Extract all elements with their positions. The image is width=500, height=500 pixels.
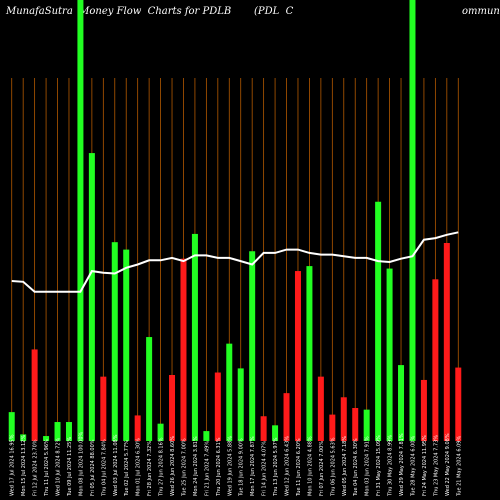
x-tick-label: Wed 10 Jul 2024 8.72%: [56, 437, 62, 496]
money-flow-bar: [123, 249, 130, 441]
x-tick-label: Fri 12 Jul 2024 23.70%: [33, 439, 39, 496]
money-flow-bar: [31, 349, 38, 441]
x-tick-label: Thu 06 Jun 2024 5.63%: [330, 437, 336, 497]
chart-title-left: MunafaSutra Money Flow Charts for PDLB: [6, 6, 232, 17]
money-flow-bar: [8, 412, 15, 441]
money-flow-bar: [191, 233, 198, 441]
x-tick-label: Fri 07 Jun 2024 7.00%: [319, 441, 325, 496]
money-flow-bar: [169, 375, 176, 441]
money-flow-bar: [77, 0, 84, 441]
money-flow-bar: [375, 201, 382, 441]
price-trend-line: [11, 231, 459, 293]
money-flow-bar: [157, 423, 164, 441]
x-tick-label: Tue 02 Jul 2024 5.77%: [124, 440, 130, 497]
money-flow-bar: [65, 422, 72, 441]
money-flow-bar: [260, 416, 267, 441]
money-flow-bar: [134, 415, 141, 441]
money-flow-bar: [43, 436, 50, 441]
x-tick-label: Wed 19 Jun 2024 5.88%: [227, 436, 233, 496]
x-tick-label: Fri 28 Jun 2024 7.32%: [147, 441, 153, 496]
money-flow-bar: [20, 434, 27, 441]
x-tick-label: Tue 18 Jun 2024 9.00%: [239, 438, 245, 497]
money-flow-bar: [283, 393, 290, 441]
money-flow-bar: [432, 279, 439, 441]
x-tick-label: Mon 01 Jul 2024 6.30%: [136, 438, 142, 496]
x-tick-label: Mon 03 Jun 2024 7.91%: [365, 436, 371, 496]
x-tick-label: Thu 13 Jun 2024 5.97%: [273, 437, 279, 497]
x-tick-label: Tue 11 Jun 2024 6.20%: [296, 438, 302, 497]
x-tick-label: Tue 04 Jun 2024 6.30%: [353, 438, 359, 497]
money-flow-bar: [363, 409, 370, 441]
money-flow-bar: [306, 266, 313, 441]
money-flow-bar: [180, 258, 187, 441]
money-flow-bar: [340, 397, 347, 441]
x-tick-label: Wed 05 Jun 2024 7.18%: [342, 436, 348, 496]
money-flow-bar: [352, 408, 359, 441]
x-tick-label: Wed 29 May 2024 7.81%: [399, 433, 405, 496]
money-flow-bar: [317, 376, 324, 441]
x-tick-label: Tue 25 Jun 2024 7.00%: [182, 438, 188, 497]
money-flow-bar: [329, 414, 336, 441]
money-flow-bar: [214, 372, 221, 441]
chart-title-right: ommun: [462, 6, 500, 17]
x-tick-label: Mon 10 Jun 2024 4.88%: [307, 436, 313, 496]
money-flow-bar: [249, 251, 256, 441]
x-tick-label: Fri 21 Jun 2024 7.49%: [204, 441, 210, 496]
x-tick-label: Tue 28 May 2024 6.00%: [411, 436, 417, 497]
money-flow-bar: [443, 243, 450, 441]
money-flow-bar: [226, 343, 233, 441]
x-tick-label: Thu 20 Jun 2024 6.31%: [216, 437, 222, 497]
x-tick-label: Wed 26 Jun 2024 8.60%: [170, 436, 176, 496]
x-tick-label: Fri 24 May 2024 11.95%: [422, 435, 428, 496]
x-tick-label: Mon 08 Jul 2024 100.00%: [78, 431, 84, 496]
money-flow-bar: [111, 242, 118, 441]
money-flow-bar: [386, 268, 393, 441]
x-tick-label: Thu 30 May 2024 8.99%: [388, 435, 394, 497]
money-flow-bar: [420, 379, 427, 441]
x-tick-label: Fri 31 May 2024 15.09%: [376, 435, 382, 496]
x-tick-label: Wed 22 May 2024 9.08%: [445, 433, 451, 496]
money-flow-bar: [54, 422, 61, 441]
x-tick-label: Wed 03 Jul 2024 11.08%: [113, 434, 119, 496]
money-flow-bar: [146, 337, 153, 441]
x-tick-label: Mon 17 Jun 2024 7.87%: [250, 436, 256, 496]
money-flow-bar: [100, 376, 107, 441]
money-flow-bar: [409, 0, 416, 441]
x-tick-label: Wed 12 Jun 2024 6.43%: [285, 436, 291, 496]
x-tick-label: Mon 15 Jul 2024 13.12%: [21, 435, 27, 496]
x-tick-label: Mon 24 Jun 2024 3.81%: [193, 436, 199, 496]
money-flow-bar: [294, 271, 301, 441]
money-flow-bar: [455, 367, 462, 441]
money-flow-bar: [398, 365, 405, 441]
money-flow-bar: [237, 368, 244, 441]
x-tick-label: Fri 05 Jul 2024 88.00%: [90, 439, 96, 496]
x-tick-label: Tue 21 May 2024 6.09%: [456, 436, 462, 497]
x-tick-label: Fri 14 Jun 2024 4.07%: [262, 441, 268, 496]
x-tick-label: Thu 11 Jul 2024 5.96%: [44, 439, 50, 497]
money-flow-bar: [272, 425, 279, 441]
x-tick-label: Wed 17 Jul 2024 16.95%: [10, 434, 16, 496]
x-tick-label: Thu 27 Jun 2024 8.16%: [159, 437, 165, 497]
x-tick-label: Tue 09 Jul 2024 11.25%: [67, 437, 73, 497]
money-flow-bar: [203, 431, 210, 441]
x-tick-label: Thu 23 May 2024 7.73%: [433, 435, 439, 497]
chart-title-middle: (PDL C: [254, 6, 294, 17]
money-flow-bar: [88, 153, 95, 441]
x-tick-label: Thu 04 Jul 2024 7.84%: [101, 439, 107, 497]
